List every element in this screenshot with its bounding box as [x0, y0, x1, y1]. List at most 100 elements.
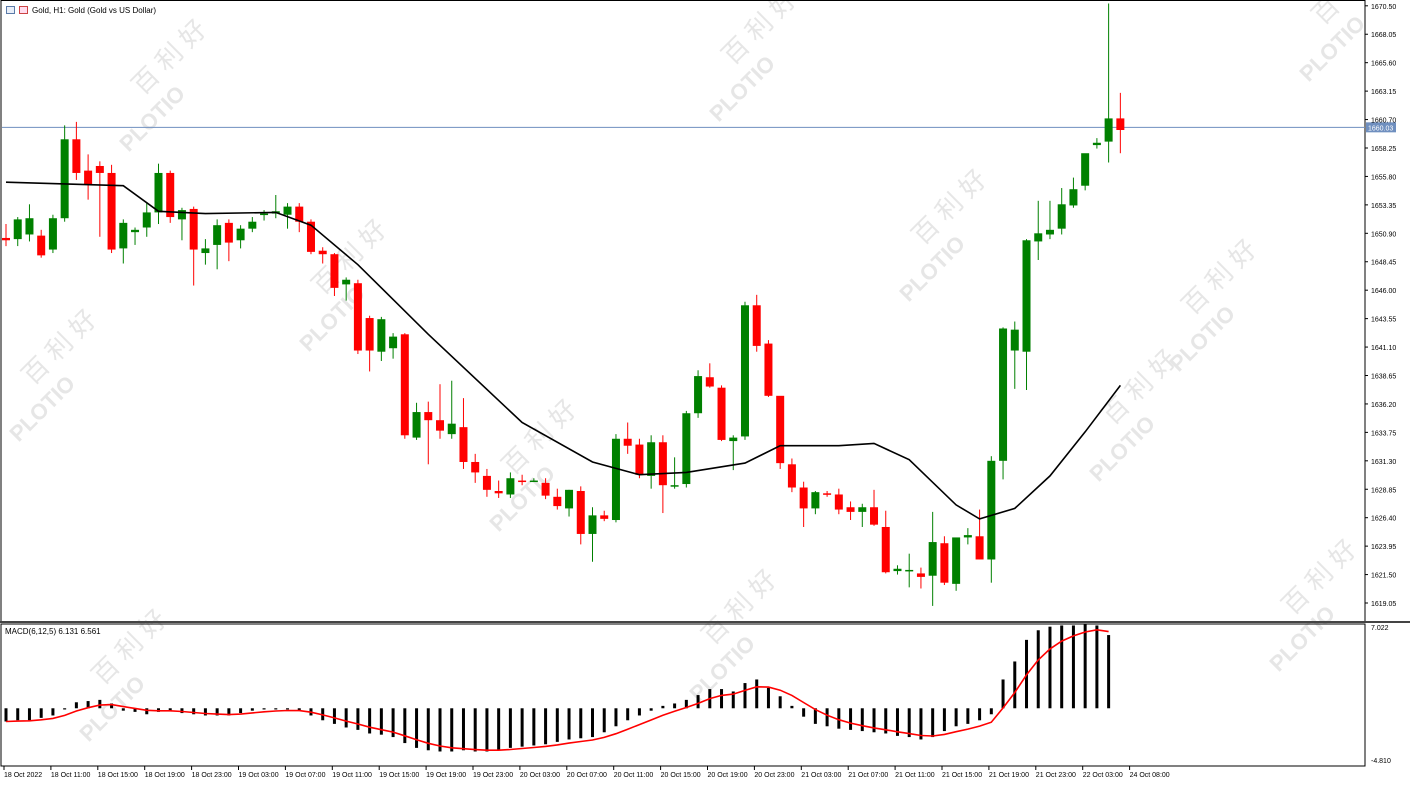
candle-body [482, 475, 491, 490]
y-axis-tick-label: 1619.05 [1371, 601, 1396, 608]
candle-body [494, 490, 503, 494]
candle-body [1057, 204, 1066, 229]
candle [834, 488, 843, 515]
macd-histogram-bar [332, 708, 336, 724]
candle-body [447, 423, 456, 435]
macd-histogram-bar [884, 708, 888, 734]
macd-signal-line [5, 628, 1109, 752]
candle-body [905, 569, 914, 572]
candle-body [846, 507, 855, 512]
macd-histogram-bar [1095, 625, 1099, 709]
macd-histogram-bar [649, 708, 653, 711]
candle [600, 510, 609, 522]
candle-body [541, 482, 550, 496]
candle-body [588, 515, 597, 534]
macd-histogram-bar [63, 708, 67, 710]
macd-histogram-bar [895, 708, 899, 736]
x-axis-tick-label: 22 Oct 03:00 [1083, 772, 1123, 779]
candle-body [224, 222, 233, 243]
macd-histogram-bar [203, 708, 207, 716]
candle-body [823, 493, 832, 495]
candle [1022, 239, 1031, 391]
candle [213, 219, 222, 270]
macd-histogram-bar [567, 708, 571, 740]
x-axis-tick-label: 20 Oct 07:00 [567, 772, 607, 779]
candle-body [48, 218, 57, 250]
macd-histogram-bar [684, 699, 688, 709]
macd-histogram-bar [837, 708, 841, 729]
macd-histogram-bar [426, 708, 430, 751]
candle-body [834, 494, 843, 510]
candle-body [1022, 240, 1031, 352]
candle [236, 225, 245, 249]
candle [25, 204, 34, 242]
candle-body [107, 172, 116, 250]
candle-body [717, 387, 726, 440]
macd-histogram-bar [391, 708, 395, 738]
candle-body [1034, 233, 1043, 242]
macd-axis-bottom-label: -4.810 [1371, 758, 1391, 765]
macd-histogram-bar [145, 708, 149, 715]
candle [928, 511, 937, 606]
macd-histogram-bar [931, 708, 935, 738]
price-pane-frame [0, 0, 1366, 622]
candle [787, 458, 796, 493]
chart-symbol-icon[interactable] [19, 6, 28, 14]
candle-body [84, 170, 93, 185]
candle [60, 125, 69, 222]
candle-body [154, 172, 163, 213]
candle [1092, 138, 1101, 149]
y-axis-tick-label: 1638.65 [1371, 374, 1396, 381]
macd-histogram-bar [1036, 630, 1040, 709]
macd-histogram-bar [1001, 679, 1005, 709]
candle [131, 227, 140, 245]
chart-grid-icon[interactable] [6, 6, 15, 14]
candle-body [799, 487, 808, 509]
macd-histogram-bar [978, 708, 982, 721]
macd-histogram-bar [766, 687, 770, 709]
macd-histogram-bar [239, 708, 243, 714]
candle-body [1092, 142, 1101, 146]
y-axis-tick-label: 1646.00 [1371, 288, 1396, 295]
candle [811, 490, 820, 515]
macd-histogram-bar [720, 689, 724, 709]
candle [72, 121, 81, 180]
candle-body [177, 210, 186, 220]
x-axis-tick-label: 19 Oct 15:00 [379, 772, 419, 779]
candle [1045, 200, 1054, 240]
candle-body [623, 438, 632, 446]
candle [1057, 188, 1066, 235]
macd-histogram-bar [262, 708, 266, 710]
x-axis-tick-label: 21 Oct 11:00 [895, 772, 935, 779]
candle [295, 203, 304, 233]
y-axis-tick-label: 1668.05 [1371, 32, 1396, 39]
candle [1069, 177, 1078, 208]
macd-histogram-bar [4, 708, 8, 722]
candle-body [658, 442, 667, 486]
candle [471, 453, 480, 483]
candle-body [565, 489, 574, 509]
candle-body [213, 225, 222, 245]
candle [2, 224, 10, 247]
moving-average-line [5, 181, 1122, 520]
candle-body [776, 395, 785, 464]
candle [271, 195, 280, 219]
candle [248, 217, 257, 233]
candle [799, 481, 808, 527]
candle-body [365, 318, 374, 351]
macd-histogram-bar [356, 708, 360, 730]
candle-body [635, 444, 644, 475]
candle [740, 301, 749, 440]
candle-body [436, 420, 445, 431]
macd-histogram-bar [790, 705, 794, 709]
y-axis-tick-label: 1663.15 [1371, 89, 1396, 96]
macd-histogram-bar [86, 701, 90, 709]
x-axis-tick-label: 19 Oct 23:00 [473, 772, 513, 779]
candle [166, 170, 175, 223]
macd-histogram-bar [438, 708, 442, 752]
x-axis-tick-label: 20 Oct 19:00 [708, 772, 748, 779]
candle-body [682, 413, 691, 485]
macd-histogram-bar [133, 708, 137, 712]
